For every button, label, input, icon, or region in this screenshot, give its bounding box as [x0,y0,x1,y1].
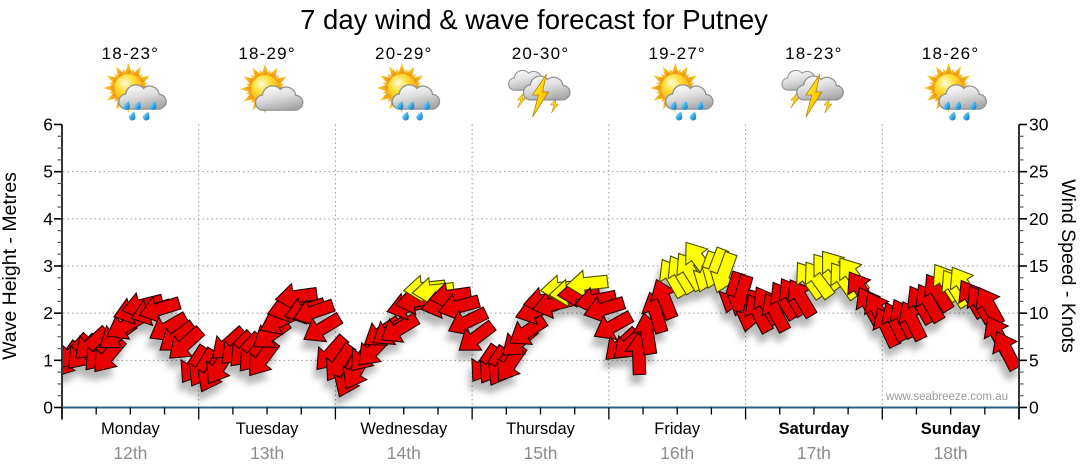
svg-text:Sunday: Sunday [921,420,981,438]
svg-text:Saturday: Saturday [779,420,850,438]
svg-text:20: 20 [1029,209,1049,229]
svg-text:18-23°: 18-23° [785,44,842,63]
svg-text:6: 6 [43,115,53,135]
svg-text:30: 30 [1029,115,1049,135]
svg-text:17th: 17th [797,443,831,463]
svg-text:20-29°: 20-29° [375,44,432,63]
svg-text:Thursday: Thursday [506,420,576,438]
svg-text:Friday: Friday [654,420,701,438]
svg-text:18-29°: 18-29° [238,44,295,63]
svg-text:Wind Speed - Knots: Wind Speed - Knots [1057,179,1079,353]
svg-text:13th: 13th [250,443,284,463]
svg-text:12th: 12th [113,443,147,463]
svg-text:7 day wind & wave forecast for: 7 day wind & wave forecast for Putney [300,4,768,35]
svg-text:www.seabreeze.com.au: www.seabreeze.com.au [885,391,1008,403]
svg-text:5: 5 [43,162,53,182]
svg-text:25: 25 [1029,162,1048,182]
svg-text:Wave Height - Metres: Wave Height - Metres [0,172,21,360]
svg-text:5: 5 [1029,350,1039,370]
svg-text:3: 3 [43,256,53,276]
svg-text:2: 2 [43,303,53,323]
svg-text:19-27°: 19-27° [648,44,705,63]
svg-text:Tuesday: Tuesday [236,420,299,438]
svg-text:4: 4 [43,209,53,229]
svg-text:0: 0 [1029,398,1039,418]
svg-text:Monday: Monday [101,420,160,438]
svg-text:16th: 16th [660,443,694,463]
svg-text:18-23°: 18-23° [102,44,159,63]
svg-text:18th: 18th [934,443,968,463]
svg-text:10: 10 [1029,303,1049,323]
svg-text:1: 1 [43,350,53,370]
svg-text:14th: 14th [387,443,421,463]
svg-text:20-30°: 20-30° [512,44,569,63]
svg-text:18-26°: 18-26° [922,44,979,63]
svg-text:Wednesday: Wednesday [360,420,448,438]
svg-text:15th: 15th [523,443,557,463]
svg-text:0: 0 [43,398,53,418]
svg-text:15: 15 [1029,256,1048,276]
